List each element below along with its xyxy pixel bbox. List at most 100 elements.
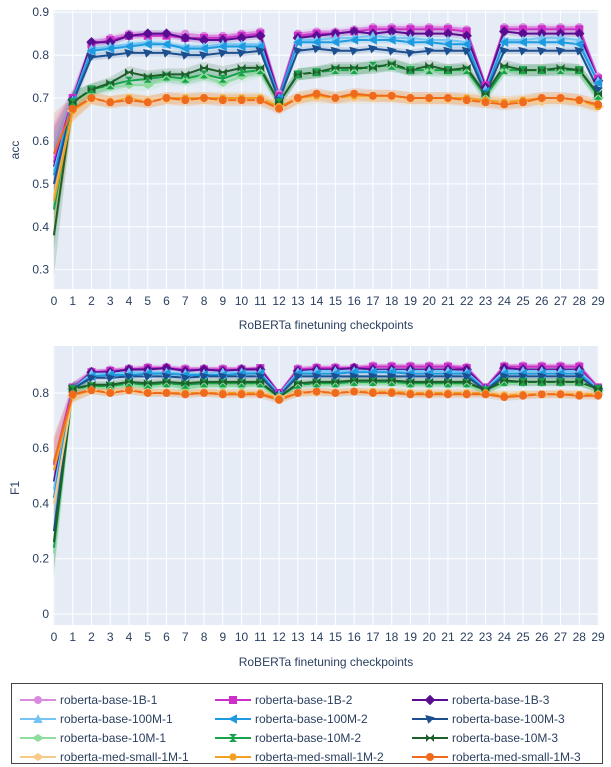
- data-point: [556, 93, 565, 102]
- data-point: [237, 377, 246, 386]
- data-point: [368, 63, 377, 72]
- x-tick-label: 5: [144, 294, 151, 308]
- data-point: [236, 32, 247, 44]
- legend-label: roberta-base-10M-3: [452, 730, 559, 745]
- data-point: [237, 63, 246, 72]
- legend-label: roberta-base-100M-3: [452, 711, 565, 726]
- legend-item[interactable]: roberta-base-10M-3: [410, 728, 600, 747]
- data-point: [312, 68, 321, 77]
- data-point: [500, 393, 509, 402]
- data-point: [181, 380, 190, 389]
- x-tick-label: 25: [516, 630, 530, 644]
- x-tick-label: 27: [554, 630, 568, 644]
- x-tick-label: 24: [498, 294, 512, 308]
- data-point: [594, 384, 603, 393]
- data-point: [387, 376, 396, 385]
- data-point: [462, 63, 471, 72]
- legend-item[interactable]: roberta-med-small-1M-3: [410, 747, 600, 766]
- data-point: [350, 63, 359, 72]
- data-point: [537, 390, 546, 399]
- data-point: [556, 63, 565, 72]
- x-tick-label: 8: [201, 294, 208, 308]
- y-tick-label: 0.6: [32, 134, 49, 148]
- data-point: [311, 44, 322, 54]
- legend-label: roberta-med-small-1M-1: [60, 749, 189, 764]
- legend-item[interactable]: roberta-base-100M-1: [18, 709, 213, 728]
- legend-item[interactable]: roberta-base-100M-2: [213, 709, 410, 728]
- data-point: [181, 70, 190, 79]
- data-point: [87, 93, 96, 102]
- data-point: [368, 44, 378, 54]
- data-point: [555, 372, 566, 382]
- data-point: [349, 46, 359, 56]
- data-point: [481, 98, 490, 107]
- data-point: [481, 386, 490, 395]
- data-point: [425, 390, 434, 399]
- data-point: [575, 96, 584, 105]
- legend-item[interactable]: roberta-base-1B-3: [410, 690, 600, 709]
- data-point: [293, 70, 302, 79]
- legend-item[interactable]: roberta-med-small-1M-2: [213, 747, 410, 766]
- data-point: [368, 388, 377, 397]
- data-point: [574, 46, 585, 56]
- data-point: [425, 377, 434, 386]
- legend-item[interactable]: roberta-base-1B-2: [213, 690, 410, 709]
- y-tick-labels: 0 0.2 0.4 0.6 0.8: [32, 386, 49, 621]
- data-point: [181, 390, 190, 399]
- data-point: [218, 68, 227, 77]
- data-point: [86, 46, 96, 56]
- data-point: [405, 372, 416, 382]
- legend-swatch: [20, 733, 56, 742]
- data-point: [199, 372, 209, 382]
- data-point: [443, 93, 452, 102]
- data-point: [161, 39, 171, 50]
- data-point: [87, 85, 96, 94]
- legend-marker: [229, 733, 237, 742]
- y-tick-label: 0.5: [32, 177, 49, 191]
- y-tick-label: 0: [42, 607, 49, 621]
- data-point: [425, 61, 434, 70]
- legend-marker: [229, 753, 237, 760]
- legend-item[interactable]: roberta-base-10M-1: [18, 728, 213, 747]
- data-point: [180, 373, 191, 383]
- data-point: [106, 380, 115, 389]
- x-tick-label: 6: [163, 630, 170, 644]
- data-point: [181, 379, 190, 388]
- legend-grid: roberta-base-1B-1 roberta-base-1B-2 robert…: [12, 684, 602, 766]
- x-tick-label: 3: [107, 294, 114, 308]
- data-point: [256, 377, 265, 386]
- y-tick-label: 0.7: [32, 91, 49, 105]
- data-point: [462, 377, 471, 386]
- legend-item[interactable]: roberta-base-10M-2: [213, 728, 410, 747]
- data-point: [537, 93, 546, 102]
- x-tick-label: 16: [347, 630, 361, 644]
- legend-item[interactable]: roberta-base-100M-3: [410, 709, 600, 728]
- data-point: [311, 372, 322, 382]
- data-point: [443, 39, 452, 50]
- data-point: [237, 68, 246, 77]
- x-tick-label: 6: [163, 294, 170, 308]
- data-point: [275, 104, 284, 113]
- legend-label: roberta-base-1B-1: [60, 692, 158, 707]
- data-point: [518, 46, 528, 56]
- data-point: [293, 372, 303, 382]
- data-point: [161, 28, 172, 39]
- data-point: [143, 372, 153, 382]
- data-point: [594, 100, 603, 109]
- x-tick-label: 17: [366, 294, 380, 308]
- x-tick-label: 7: [182, 630, 189, 644]
- data-point: [556, 377, 565, 386]
- data-point: [86, 373, 97, 383]
- legend-item[interactable]: roberta-base-1B-1: [18, 690, 213, 709]
- data-point: [181, 96, 190, 105]
- x-tick-label: 13: [291, 630, 305, 644]
- data-point: [198, 34, 210, 46]
- data-point: [481, 390, 490, 399]
- legend-item[interactable]: roberta-med-small-1M-1: [18, 747, 213, 766]
- data-point: [519, 377, 527, 386]
- x-tick-label: 17: [366, 630, 380, 644]
- legend-marker: [228, 713, 237, 724]
- data-point: [293, 37, 302, 47]
- data-point: [499, 26, 510, 37]
- x-tick-label: 20: [423, 294, 437, 308]
